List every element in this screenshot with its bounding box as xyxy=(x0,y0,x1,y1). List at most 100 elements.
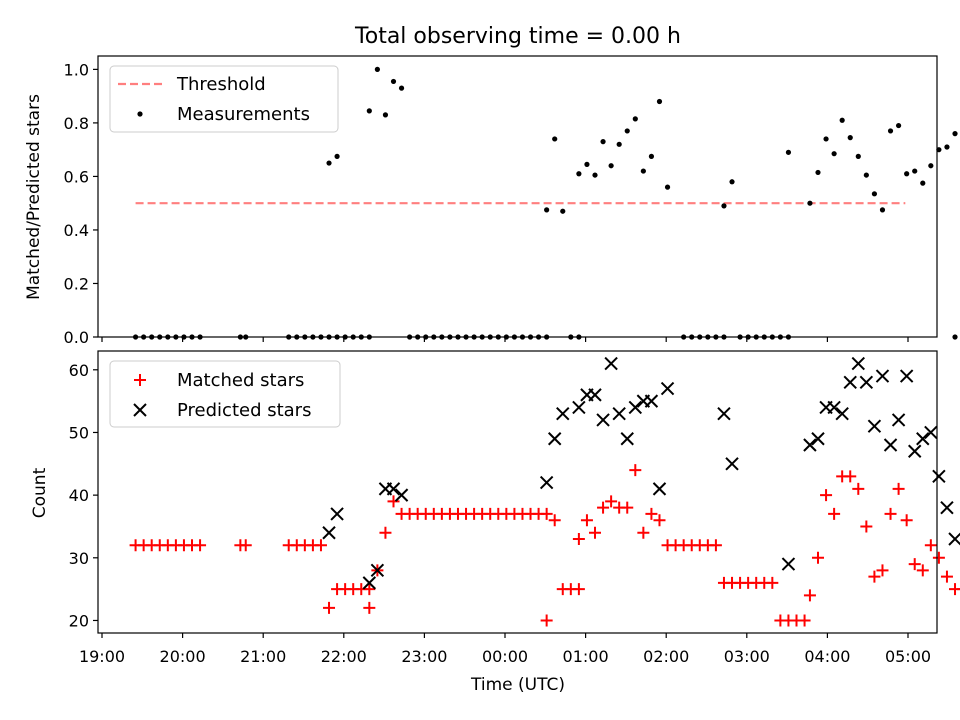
top-y-axis-label: Matched/Predicted stars xyxy=(24,94,44,300)
chart-title: Total observing time = 0.00 h xyxy=(354,24,681,49)
x-tick-label: 20:00 xyxy=(160,647,206,666)
matched-star-point xyxy=(194,539,207,552)
predicted-star-point xyxy=(547,432,562,446)
matched-star-point xyxy=(932,551,945,564)
matched-star-point xyxy=(811,551,824,564)
matched-star-point xyxy=(908,558,921,571)
matched-star-point xyxy=(924,539,937,552)
matched-star-point xyxy=(916,564,929,577)
measurement-point xyxy=(855,153,861,159)
top-y-tick-label: 0.8 xyxy=(64,114,89,133)
threshold-legend-label: Threshold xyxy=(176,74,266,95)
top-y-tick-label: 0.6 xyxy=(64,167,89,186)
measurement-point xyxy=(920,180,926,186)
predicted-star-point xyxy=(835,406,849,421)
matched-star-point xyxy=(572,583,585,596)
x-axis-label: Time (UTC) xyxy=(470,675,565,695)
measurement-point xyxy=(648,153,655,159)
predicted-star-point xyxy=(859,375,874,390)
bottom-legend: Matched stars Predicted stars xyxy=(109,360,341,428)
top-y-tick-label: 1.0 xyxy=(64,60,89,79)
matched-star-point xyxy=(820,489,833,502)
predicted-star-point xyxy=(644,394,659,408)
measurement-point xyxy=(785,149,792,155)
predicted-star-point xyxy=(620,432,634,446)
matched-star-point xyxy=(597,501,610,514)
matched-star-point xyxy=(605,495,618,508)
predicted-star-point xyxy=(891,413,906,427)
measurement-point xyxy=(640,168,646,174)
matched-star-point xyxy=(387,495,400,508)
predicted-star-point xyxy=(330,507,344,521)
measurement-point xyxy=(847,135,853,141)
predicted-star-point xyxy=(362,576,377,590)
predicted-star-point xyxy=(940,500,954,515)
matched-star-point xyxy=(548,514,561,527)
predicted-star-point xyxy=(843,375,857,390)
predicted-star-point xyxy=(596,413,610,427)
bottom-legend-box xyxy=(109,360,341,428)
matched-star-point xyxy=(540,614,553,627)
predicted-star-point xyxy=(851,356,866,371)
x-tick-label: 01:00 xyxy=(563,647,609,666)
matched-star-point xyxy=(572,533,585,545)
matched-star-point xyxy=(957,588,960,591)
measurement-point xyxy=(576,171,582,177)
measurement-point xyxy=(616,141,622,147)
measurement-point xyxy=(632,116,638,122)
measurement-point xyxy=(831,151,837,157)
measurement-point xyxy=(624,128,630,134)
matched-star-point xyxy=(637,526,650,539)
matched-star-point xyxy=(323,601,336,614)
predicted-star-point xyxy=(370,563,385,578)
matched-legend-label: Matched stars xyxy=(177,370,304,391)
measurement-point xyxy=(721,203,727,209)
measurement-point xyxy=(823,136,829,142)
top-y-tick-label: 0.2 xyxy=(64,274,89,293)
matched-star-point xyxy=(900,514,913,527)
bottom-y-axis-label: Count xyxy=(30,467,50,518)
measurement-point xyxy=(871,191,878,197)
measurement-point xyxy=(912,168,918,174)
predicted-star-point xyxy=(883,438,898,452)
measurement-point xyxy=(552,136,558,142)
top-y-ticks: 0.0 0.2 0.4 0.6 0.8 1.0 xyxy=(64,60,98,347)
measurement-point xyxy=(398,85,405,91)
matched-star-point xyxy=(379,526,392,539)
measurement-point xyxy=(592,172,598,178)
predicted-star-point xyxy=(781,557,796,571)
measurement-point xyxy=(366,108,372,114)
matched-star-point xyxy=(766,576,779,589)
bottom-y-tick-label: 40 xyxy=(69,486,89,505)
predicted-star-point xyxy=(908,444,922,458)
matched-star-point xyxy=(868,570,881,583)
measurement-point xyxy=(952,131,958,137)
predicted-star-point xyxy=(539,475,554,490)
measurement-point xyxy=(839,117,845,123)
top-x-ticks xyxy=(101,337,909,342)
predicted-star-point xyxy=(899,369,914,383)
bottom-y-ticks: 20 30 40 50 60 xyxy=(69,361,98,630)
measurement-point xyxy=(887,128,894,134)
measurement-point xyxy=(879,207,886,213)
predicted-star-point xyxy=(628,400,643,415)
matched-star-point xyxy=(314,539,327,552)
predicted-star-point xyxy=(588,388,602,402)
measurement-point xyxy=(904,171,910,177)
predicted-star-point xyxy=(394,488,409,502)
measurement-point xyxy=(390,78,397,85)
measurement-point xyxy=(807,200,813,206)
predicted-star-point xyxy=(660,381,675,396)
measurement-point xyxy=(374,66,380,72)
bottom-y-tick-label: 50 xyxy=(69,423,89,442)
x-tick-label: 22:00 xyxy=(321,647,367,666)
bottom-x-ticks: 19:00 20:00 21:00 22:00 23:00 00:00 01:00 02:00… xyxy=(79,633,931,666)
matched-star-point xyxy=(621,501,634,514)
predicted-star-point xyxy=(322,526,336,540)
x-tick-label: 05:00 xyxy=(885,647,931,666)
matched-star-point xyxy=(852,482,865,495)
matched-star-point xyxy=(540,507,553,520)
matched-star-point xyxy=(860,520,873,533)
matched-star-point xyxy=(653,514,666,527)
